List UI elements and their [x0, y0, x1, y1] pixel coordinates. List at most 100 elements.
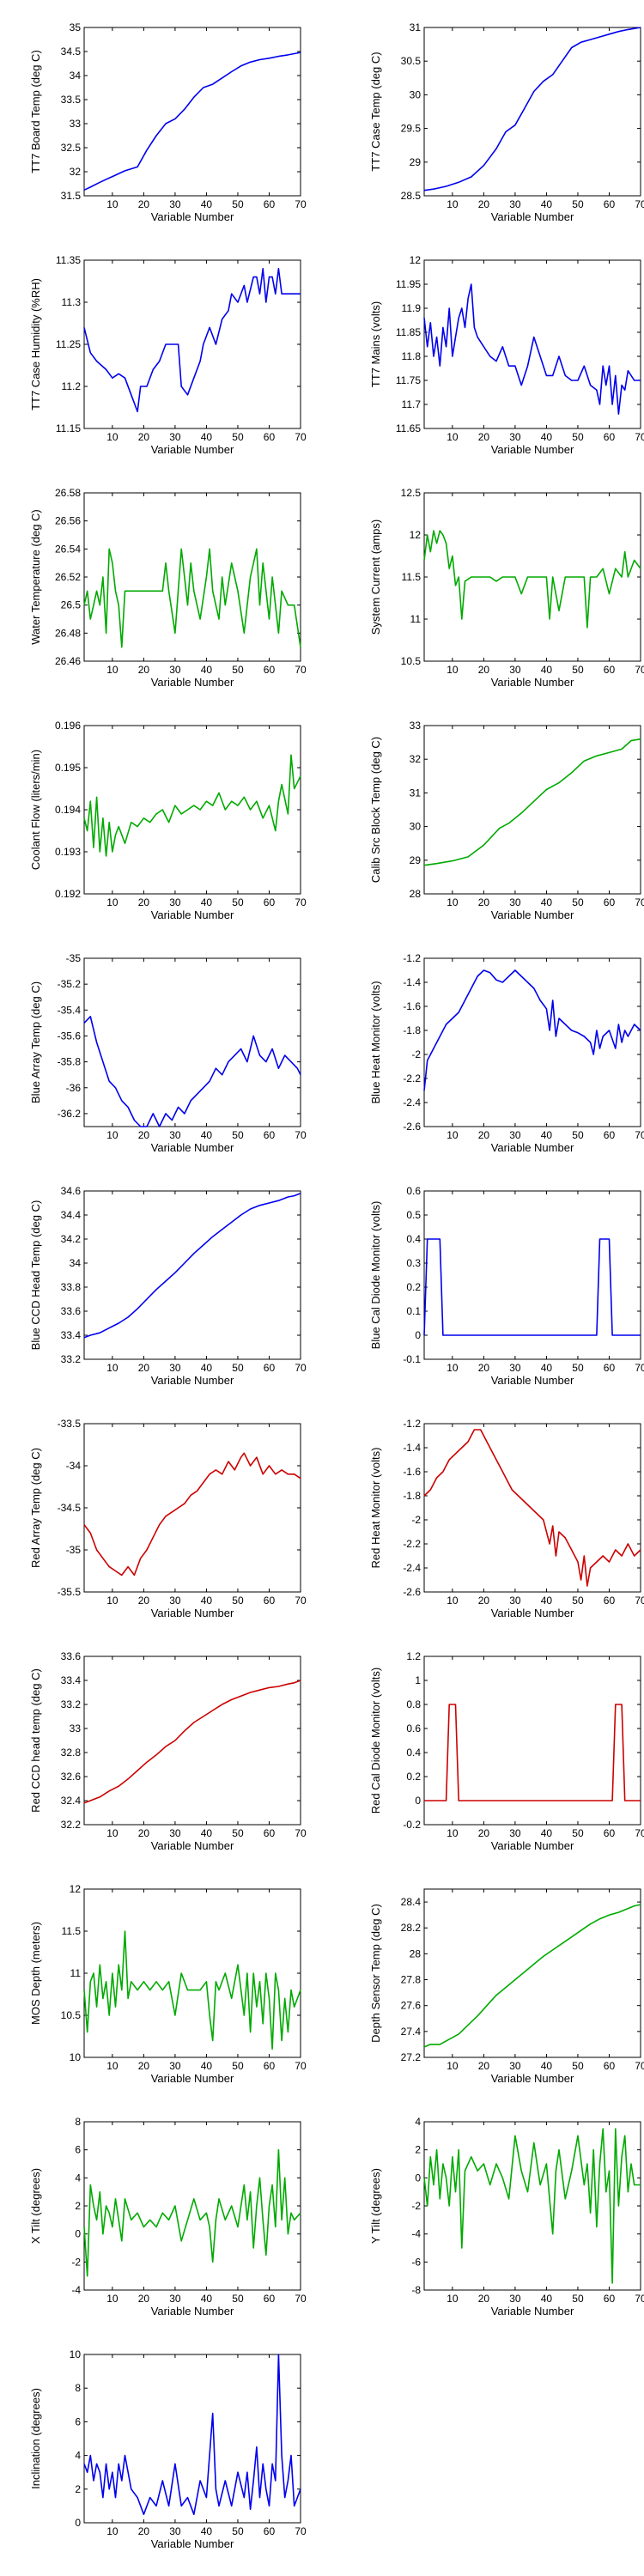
y-tick-label: 10: [70, 2051, 82, 2063]
y-tick-label: 0.2: [406, 1281, 421, 1293]
y-axis-label: Blue Array Temp (deg C): [29, 981, 42, 1103]
x-tick-label: 40: [201, 198, 213, 210]
series-line: [423, 283, 641, 416]
x-axis-label: Variable Number: [151, 1839, 234, 1852]
x-tick-label: 30: [169, 664, 181, 676]
x-tick-label: 10: [447, 1362, 459, 1374]
x-tick-label: 40: [201, 1362, 213, 1374]
series-line: [83, 1452, 301, 1577]
chart-5: 10 20 30 40 50 60 70 26.46 26.48 26.5 26.52 26.54 26…: [29, 487, 307, 689]
x-tick-label: 10: [106, 431, 118, 443]
x-tick-label: 40: [201, 1827, 213, 1839]
x-tick-label: 40: [201, 2293, 213, 2305]
y-tick-label: 8: [75, 2382, 81, 2394]
x-tick-label: 40: [201, 664, 213, 676]
y-tick-label: 27.6: [401, 2000, 422, 2012]
x-tick-label: 20: [138, 664, 150, 676]
x-tick-label: 50: [232, 2525, 244, 2537]
x-tick-label: 40: [541, 664, 553, 676]
x-tick-label: 50: [232, 1827, 244, 1839]
series-line: [423, 530, 641, 629]
y-tick-label: -1.8: [403, 1024, 421, 1036]
y-tick-label: -35: [66, 1544, 82, 1556]
x-axis-label: Variable Number: [491, 676, 574, 689]
x-tick-label: 60: [604, 1129, 616, 1141]
series-line: [423, 969, 641, 1091]
x-tick-label: 40: [541, 1362, 553, 1374]
y-tick-label: 10.5: [61, 2009, 82, 2021]
y-tick-label: 28.5: [401, 190, 422, 202]
y-axis-label: TT7 Board Temp (deg C): [29, 50, 42, 173]
y-tick-label: 28: [410, 888, 422, 900]
y-tick-label: 0.8: [406, 1698, 421, 1710]
x-tick-label: 10: [106, 664, 118, 676]
x-tick-label: 30: [509, 664, 521, 676]
x-tick-label: 10: [447, 431, 459, 443]
y-tick-label: 29: [410, 156, 422, 168]
x-tick-label: 10: [447, 664, 459, 676]
y-tick-label: -35.6: [58, 1030, 82, 1042]
x-tick-label: 30: [169, 2060, 181, 2072]
plot-area: [423, 2121, 641, 2291]
x-tick-label: 20: [478, 1827, 490, 1839]
x-tick-label: 50: [572, 1362, 584, 1374]
x-tick-label: 30: [509, 896, 521, 908]
y-tick-label: 32.8: [61, 1747, 82, 1759]
plot-area: [83, 1656, 301, 1826]
y-tick-label: 0.6: [406, 1185, 421, 1197]
y-tick-label: -35.8: [58, 1056, 82, 1068]
x-tick-label: 20: [138, 431, 150, 443]
y-tick-label: 0: [75, 2228, 81, 2240]
x-tick-label: 30: [169, 2525, 181, 2537]
y-tick-label: 26.58: [55, 487, 81, 499]
chart-13: 10 20 30 40 50 60 70 -35.5 -35 -34.5 -34 -33.5 Varia…: [29, 1418, 307, 1619]
x-tick-label: 40: [541, 896, 553, 908]
plot-area: [83, 1888, 301, 2058]
y-tick-label: 33: [410, 720, 422, 732]
y-tick-label: 33: [70, 1722, 82, 1735]
series-line: [83, 2354, 301, 2515]
y-tick-label: 33.4: [61, 1329, 82, 1341]
y-tick-label: 11.35: [56, 254, 81, 266]
plot-area: [423, 1656, 641, 1826]
x-tick-label: 60: [264, 431, 276, 443]
x-tick-label: 10: [447, 2293, 459, 2305]
x-tick-label: 10: [106, 2060, 118, 2072]
x-axis-label: Variable Number: [491, 908, 574, 921]
x-tick-label: 60: [264, 896, 276, 908]
y-axis-label: Water Temperature (deg C): [29, 509, 42, 645]
chart-11: 10 20 30 40 50 60 70 33.2 33.4 33.6 33.8 34 34.2 34.4…: [29, 1185, 307, 1387]
y-tick-label: -1.4: [403, 1442, 421, 1454]
y-tick-label: -1.6: [403, 1000, 421, 1012]
y-axis-label: Red Cal Diode Monitor (volts): [369, 1668, 382, 1814]
x-tick-label: 70: [635, 896, 644, 908]
y-tick-label: -35.2: [58, 978, 82, 990]
y-tick-label: 26.46: [55, 655, 81, 667]
y-tick-label: 27.4: [401, 2026, 422, 2038]
x-tick-label: 50: [232, 896, 244, 908]
y-tick-label: 33.4: [61, 1674, 82, 1686]
y-tick-label: 31: [410, 787, 422, 799]
y-tick-label: 11.85: [396, 326, 421, 338]
y-tick-label: 4: [415, 2116, 421, 2128]
x-axis-label: Variable Number: [151, 676, 234, 689]
x-tick-label: 40: [541, 1129, 553, 1141]
y-tick-label: 11.65: [396, 422, 421, 434]
series-line: [424, 1704, 641, 1801]
y-tick-label: 33.2: [61, 1353, 82, 1365]
y-tick-label: 31.5: [61, 190, 82, 202]
x-tick-label: 60: [604, 2060, 616, 2072]
x-tick-label: 20: [138, 1827, 150, 1839]
x-tick-label: 30: [509, 2293, 521, 2305]
y-tick-label: 0.195: [55, 762, 81, 774]
y-tick-label: 32.5: [61, 142, 82, 154]
x-tick-label: 30: [509, 1362, 521, 1374]
y-tick-label: 28.2: [401, 1922, 422, 1934]
y-tick-label: 31: [410, 21, 422, 33]
y-tick-label: -35.5: [58, 1586, 82, 1598]
x-axis-label: Variable Number: [491, 2305, 574, 2318]
x-tick-label: 50: [232, 1595, 244, 1607]
x-tick-label: 60: [264, 2525, 276, 2537]
chart-16: 10 20 30 40 50 60 70 -0.2 0 0.2 0.4 0.6 0.8 1 1.2 Varia…: [369, 1650, 644, 1852]
x-tick-label: 10: [447, 1129, 459, 1141]
